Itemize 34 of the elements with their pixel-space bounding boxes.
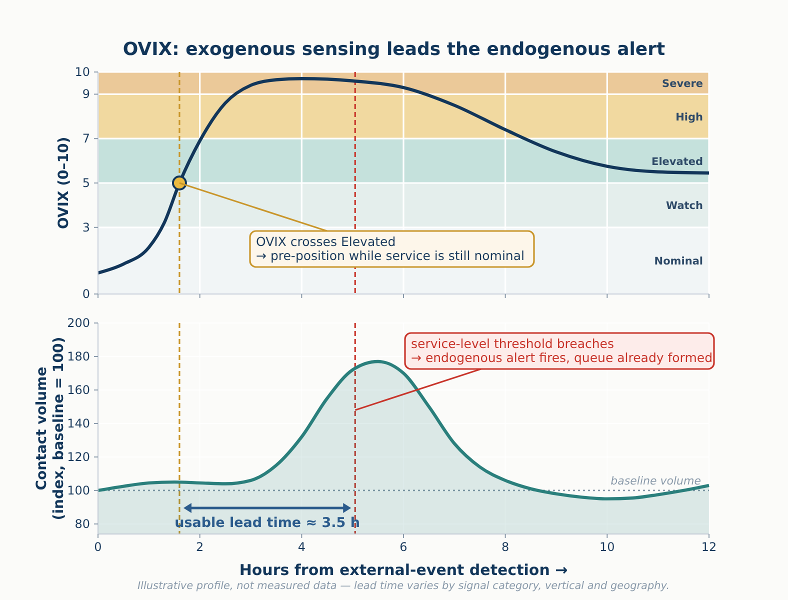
chart-title: OVIX: exogenous sensing leads the endogenous alert (122, 39, 666, 60)
band-label: High (676, 111, 703, 124)
y-tick-label: 9 (82, 87, 90, 102)
y-tick-label: 100 (67, 483, 90, 498)
ref-line-label: baseline volume (610, 474, 702, 488)
y-tick-label: 7 (82, 132, 90, 146)
annotation: usable lead time ≈ 3.5 h (174, 515, 360, 531)
band-label: Severe (662, 78, 703, 90)
y-tick-label: 3 (82, 220, 90, 234)
x-tick-label: 8 (502, 540, 510, 554)
x-tick-label: 12 (701, 540, 717, 554)
y-tick-label: 160 (67, 382, 90, 397)
y-tick-label: 180 (67, 349, 90, 364)
y-tick-label: 140 (67, 416, 90, 430)
y-tick-label: 80 (74, 516, 90, 531)
y-tick-label: 200 (67, 316, 90, 330)
y-axis-title: OVIX (0–10) (56, 136, 72, 230)
annotation: OVIX crosses Elevated → pre-position while service is still nominal (256, 234, 524, 263)
x-tick-label: 0 (94, 540, 102, 554)
x-tick-label: 2 (196, 540, 204, 554)
y-tick-label: 10 (74, 65, 90, 79)
x-tick-label: 4 (298, 540, 306, 554)
y-tick-label: 5 (82, 176, 90, 190)
x-tick-label: 10 (600, 540, 615, 554)
x-tick-label: 6 (400, 540, 408, 554)
annotation: service-level threshold breaches → endogenous alert fires, queue already formed (411, 336, 713, 365)
x-axis-title: Hours from external-event detection → (239, 561, 568, 579)
band-label: Nominal (654, 256, 703, 268)
text: Illustrative profile, not measured data — lead time varies by signal category, vertical and geography. (137, 580, 670, 592)
band-label: Elevated (652, 156, 703, 168)
band-label: Watch (666, 200, 703, 212)
y-axis-title: Contact volume (index, baseline = 100) (34, 336, 67, 520)
y-tick-label: 120 (67, 450, 90, 464)
y-tick-label: 0 (82, 287, 90, 301)
